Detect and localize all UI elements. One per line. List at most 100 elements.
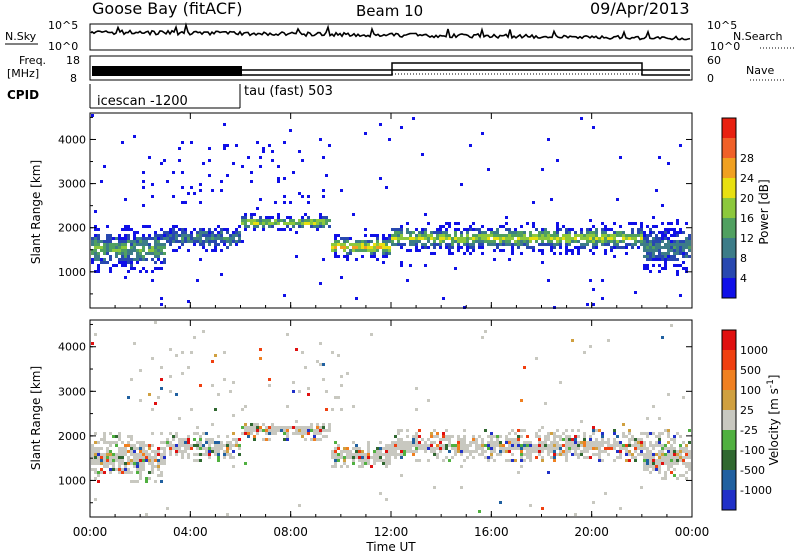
heatmap-cell xyxy=(334,441,337,444)
heatmap-cell xyxy=(292,381,295,384)
heatmap-cell xyxy=(493,234,496,237)
heatmap-cell xyxy=(457,450,460,453)
heatmap-cell xyxy=(556,222,559,225)
heatmap-cell xyxy=(142,204,145,207)
heatmap-cell xyxy=(613,246,616,249)
heatmap-cell xyxy=(130,438,133,441)
heatmap-cell xyxy=(316,360,319,363)
heatmap-cell xyxy=(139,465,142,468)
heatmap-cell xyxy=(136,453,139,456)
heatmap-cell xyxy=(604,228,607,231)
heatmap-cell xyxy=(568,240,571,243)
heatmap-cell xyxy=(139,450,142,453)
heatmap-cell xyxy=(340,276,343,279)
colorbar-tick-label: 500 xyxy=(740,364,761,377)
heatmap-cell xyxy=(271,159,274,162)
heatmap-cell xyxy=(310,219,313,222)
heatmap-cell xyxy=(661,240,664,243)
heatmap-cell xyxy=(661,231,664,234)
heatmap-cell xyxy=(529,447,532,450)
heatmap-cell xyxy=(676,450,679,453)
heatmap-cell xyxy=(115,255,118,258)
heatmap-cell xyxy=(289,216,292,219)
heatmap-cell xyxy=(658,237,661,240)
heatmap-cell xyxy=(640,225,643,228)
heatmap-cell xyxy=(313,438,316,441)
heatmap-cell xyxy=(397,237,400,240)
heatmap-cell xyxy=(583,351,586,354)
heatmap-cell xyxy=(325,390,328,393)
heatmap-cell xyxy=(490,453,493,456)
heatmap-cell xyxy=(535,237,538,240)
heatmap-cell xyxy=(280,426,283,429)
heatmap-cell xyxy=(682,243,685,246)
heatmap-cell xyxy=(598,240,601,243)
heatmap-cell xyxy=(649,249,652,252)
heatmap-cell xyxy=(496,243,499,246)
heatmap-cell xyxy=(457,249,460,252)
heatmap-cell xyxy=(97,243,100,246)
heatmap-cell xyxy=(577,447,580,450)
heatmap-cell xyxy=(154,249,157,252)
heatmap-cell xyxy=(130,459,133,462)
heatmap-cell xyxy=(181,186,184,189)
colorbar-tick-label: -500 xyxy=(740,464,765,477)
heatmap-cell xyxy=(385,459,388,462)
heatmap-cell xyxy=(481,450,484,453)
heatmap-cell xyxy=(112,237,115,240)
heatmap-cell xyxy=(535,432,538,435)
heatmap-cell xyxy=(436,243,439,246)
heatmap-cell xyxy=(103,465,106,468)
heatmap-cell xyxy=(199,384,202,387)
heatmap-cell xyxy=(460,465,463,468)
heatmap-cell xyxy=(334,243,337,246)
heatmap-cell xyxy=(289,222,292,225)
heatmap-cell xyxy=(232,240,235,243)
heatmap-cell xyxy=(577,441,580,444)
heatmap-cell xyxy=(439,240,442,243)
colorbar-tick-label: 1000 xyxy=(740,344,768,357)
heatmap-cell xyxy=(484,234,487,237)
heatmap-cell xyxy=(685,462,688,465)
heatmap-cell xyxy=(151,270,154,273)
heatmap-cell xyxy=(508,432,511,435)
heatmap-cell xyxy=(517,240,520,243)
heatmap-cell xyxy=(283,141,286,144)
heatmap-cell xyxy=(679,264,682,267)
heatmap-cell xyxy=(538,243,541,246)
heatmap-cell xyxy=(526,447,529,450)
heatmap-cell xyxy=(268,438,271,441)
heatmap-cell xyxy=(205,447,208,450)
heatmap-cell xyxy=(589,345,592,348)
heatmap-cell xyxy=(442,432,445,435)
heatmap-cell xyxy=(688,243,691,246)
heatmap-cell xyxy=(226,444,229,447)
heatmap-cell xyxy=(613,444,616,447)
heatmap-cell xyxy=(460,234,463,237)
heatmap-cell xyxy=(232,231,235,234)
heatmap-cell xyxy=(346,447,349,450)
heatmap-cell xyxy=(355,447,358,450)
heatmap-cell xyxy=(358,459,361,462)
heatmap-cell xyxy=(91,459,94,462)
heatmap-cell xyxy=(196,426,199,429)
heatmap-cell xyxy=(514,447,517,450)
nave-tick-top: 60 xyxy=(707,54,721,67)
heatmap-cell xyxy=(673,447,676,450)
heatmap-cell xyxy=(619,246,622,249)
heatmap-cell xyxy=(295,432,298,435)
heatmap-cell xyxy=(319,429,322,432)
heatmap-cell xyxy=(553,441,556,444)
heatmap-cell xyxy=(406,228,409,231)
heatmap-cell xyxy=(283,438,286,441)
heatmap-cell xyxy=(151,357,154,360)
heatmap-cell xyxy=(592,240,595,243)
heatmap-cell xyxy=(307,432,310,435)
heatmap-cell xyxy=(319,342,322,345)
heatmap-cell xyxy=(148,252,151,255)
heatmap-cell xyxy=(685,456,688,459)
heatmap-cell xyxy=(577,252,580,255)
heatmap-cell xyxy=(388,246,391,249)
heatmap-cell xyxy=(616,243,619,246)
heatmap-cell xyxy=(559,447,562,450)
